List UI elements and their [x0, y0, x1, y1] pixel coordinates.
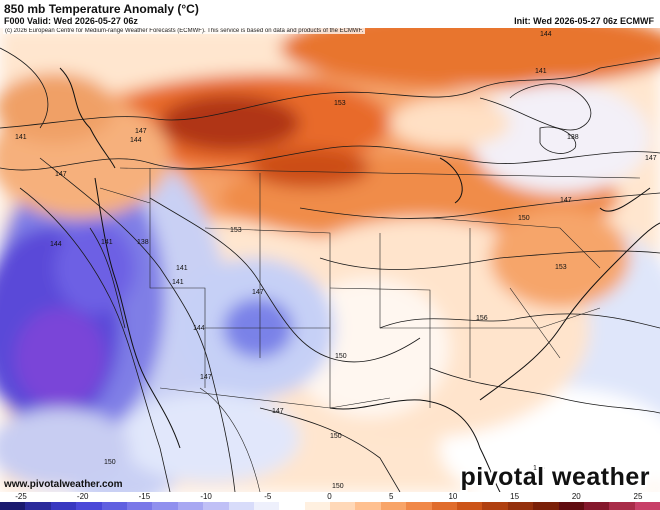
- contour-label: 147: [560, 197, 572, 204]
- contour-label: 153: [555, 264, 567, 271]
- color-scale-cell: [634, 502, 660, 510]
- contour-label: 147: [200, 374, 212, 381]
- website-link[interactable]: www.pivotalweather.com: [4, 479, 123, 490]
- contour-label: 150: [104, 459, 116, 466]
- contour-label: 138: [567, 134, 579, 141]
- color-scale-cell: [355, 502, 381, 510]
- contour-label: 141: [15, 134, 27, 141]
- contour-label: 153: [230, 227, 242, 234]
- color-scale-label: -10: [200, 492, 212, 501]
- color-scale-cell: [228, 502, 254, 510]
- contour-label: 156: [476, 315, 488, 322]
- color-scale-label: -25: [15, 492, 27, 501]
- contour-label: 153: [334, 100, 346, 107]
- color-scale-labels: -25 -20 -15 -10 -5 0 5 10 15 20 25: [0, 492, 660, 502]
- map-title: 850 mb Temperature Anomaly (°C): [4, 2, 199, 16]
- contour-label: 150: [518, 215, 530, 222]
- contour-label: 150: [330, 433, 342, 440]
- contour-label: 147: [272, 408, 284, 415]
- color-scale-cell: [25, 502, 51, 510]
- contour-label: 141: [535, 68, 547, 75]
- color-scale-label: 5: [388, 492, 394, 501]
- color-scale-cell: [253, 502, 280, 510]
- contour-label: 144: [50, 241, 62, 248]
- color-scale-label: -15: [138, 492, 151, 501]
- color-scale-label: 25: [633, 492, 643, 501]
- copyright-notice: (c) 2026 European Centre for Medium-rang…: [3, 28, 366, 34]
- brand-logo: pivotal weather: [460, 463, 650, 491]
- contour-label: 138: [137, 239, 149, 246]
- color-scale-cell: [101, 502, 127, 510]
- color-scale-label: -20: [76, 492, 89, 501]
- color-scale-strip: [0, 502, 660, 510]
- color-scale-label: 0: [327, 492, 332, 501]
- color-scale-label: 10: [448, 492, 458, 501]
- map-canvas: 144 141 153 138 141 147 144 147 147 150 …: [0, 28, 660, 492]
- contour-label: 144: [540, 31, 552, 38]
- valid-time: F000 Valid: Wed 2026-05-27 06z: [4, 16, 138, 26]
- contour-label: 144: [130, 137, 142, 144]
- coastlines: [59, 67, 660, 492]
- header: 850 mb Temperature Anomaly (°C) F000 Val…: [0, 0, 660, 28]
- contour-label: 141: [176, 265, 188, 272]
- color-scale-cell: [76, 502, 102, 510]
- color-scale-cell: [203, 502, 229, 510]
- color-scale-cell: [609, 502, 635, 510]
- contour-label: 147: [135, 128, 147, 135]
- contour-label: 144: [193, 325, 205, 332]
- color-scale-cell: [558, 502, 584, 510]
- color-scale-label: 15: [510, 492, 520, 501]
- color-scale-cell: [126, 502, 153, 510]
- init-time: Init: Wed 2026-05-27 06z ECMWF: [514, 16, 654, 26]
- color-scale-cell: [406, 502, 432, 510]
- political-borders: [99, 167, 641, 492]
- color-scale-cell: [583, 502, 610, 510]
- color-scale-label: 20: [571, 492, 581, 501]
- anomaly-shading: [0, 28, 660, 492]
- contour-label: 150: [332, 483, 344, 490]
- contour-label: 147: [55, 171, 67, 178]
- color-scale-cell: [482, 502, 508, 510]
- color-scale-cell: [177, 502, 204, 510]
- color-scale-cell: [457, 502, 483, 510]
- contour-label: 156: [533, 465, 545, 472]
- contour-label-group: 144 141 153 138 141 147 144 147 147 150 …: [15, 31, 657, 490]
- color-scale-cell: [304, 502, 331, 510]
- color-scale-cell: [279, 502, 305, 510]
- contour-label: 147: [645, 155, 657, 162]
- color-scale-cell: [533, 502, 559, 510]
- color-scale-cell: [507, 502, 534, 510]
- weather-map[interactable]: 144 141 153 138 141 147 144 147 147 150 …: [0, 28, 660, 492]
- height-contours: [0, 47, 660, 492]
- contour-label: 141: [172, 279, 184, 286]
- color-scale-label: -5: [264, 492, 272, 501]
- color-scale-cell: [0, 502, 26, 510]
- color-scale-cell: [380, 502, 407, 510]
- color-scale-cell: [50, 502, 77, 510]
- color-scale-cell: [431, 502, 458, 510]
- color-scale: -25 -20 -15 -10 -5 0 5 10 15 20 25: [0, 492, 660, 510]
- contour-label: 150: [335, 353, 347, 360]
- color-scale-cell: [330, 502, 356, 510]
- contour-label: 147: [252, 289, 264, 296]
- contour-label: 141: [101, 239, 113, 246]
- color-scale-cell: [152, 502, 178, 510]
